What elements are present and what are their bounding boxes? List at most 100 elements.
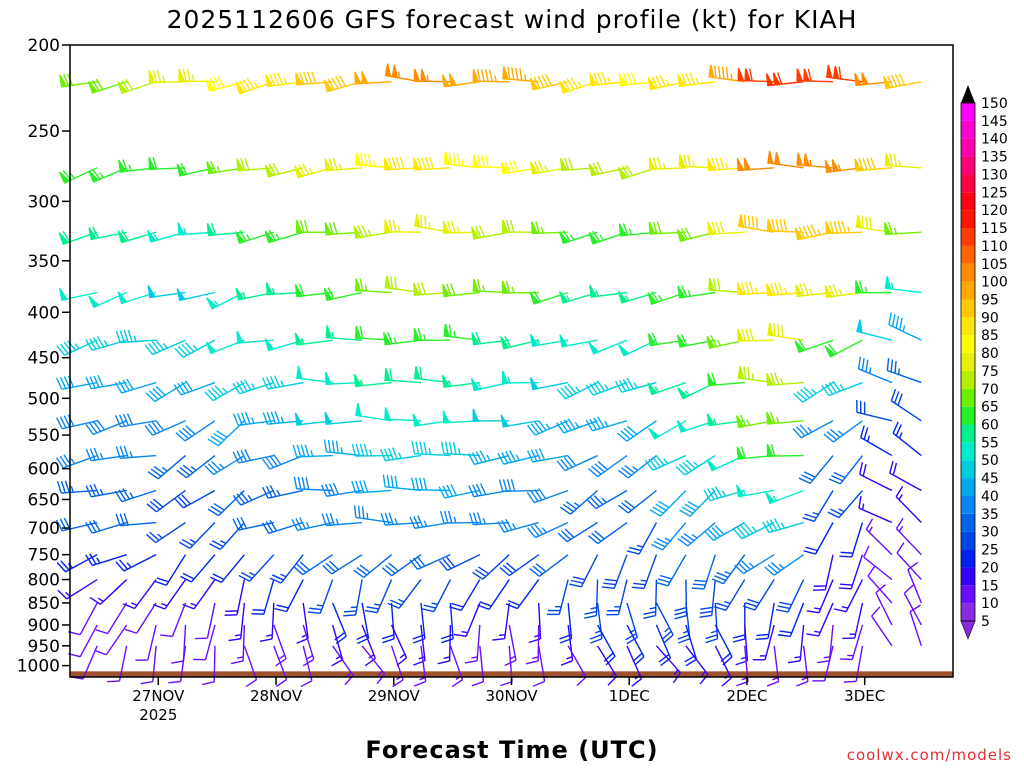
colorbar-tick-label: 90 <box>981 310 999 326</box>
barb-feather <box>210 222 217 236</box>
barb-staff <box>121 381 157 394</box>
barb-feather <box>747 215 751 229</box>
wind-barb <box>262 454 304 470</box>
barb-feather <box>903 584 914 594</box>
barb-feather <box>663 634 674 644</box>
barb-half-feather <box>632 466 639 471</box>
wind-barb <box>651 522 687 551</box>
barb-feather <box>118 380 127 393</box>
barb-feather <box>259 638 273 642</box>
barb-feather <box>589 634 602 640</box>
barb-feather <box>122 603 135 610</box>
wind-barb <box>232 379 275 395</box>
barb-feather <box>67 340 76 351</box>
barb-feather <box>446 556 456 568</box>
barb-staff <box>271 602 275 639</box>
barb-staff <box>685 624 698 660</box>
wind-barb <box>765 72 804 87</box>
barb-staff <box>385 454 422 462</box>
barb-feather <box>182 427 193 437</box>
barb-half-feather <box>807 427 813 433</box>
barb-feather <box>839 555 852 558</box>
barb-pennant <box>824 159 833 173</box>
barb-feather <box>480 154 485 168</box>
barb-staff <box>240 602 246 639</box>
barb-feather <box>366 606 379 610</box>
barb-feather <box>239 80 248 92</box>
wind-barb <box>115 329 157 344</box>
barb-half-feather <box>838 289 843 296</box>
wind-barb <box>625 602 639 645</box>
barb-pennant <box>765 73 774 87</box>
barb-half-feather <box>428 448 432 455</box>
barb-feather <box>63 517 71 530</box>
x-tick-label: 2DEC <box>726 687 767 705</box>
barb-staff <box>302 602 309 639</box>
barb-staff <box>414 452 451 457</box>
barb-feather <box>331 440 335 453</box>
barb-feather <box>242 79 251 91</box>
barb-half-feather <box>310 450 314 457</box>
barb-feather <box>85 377 92 389</box>
barb-feather <box>798 477 811 484</box>
wind-barb <box>500 645 513 687</box>
y-tick-label: 700 <box>28 519 60 539</box>
barb-feather <box>685 73 692 86</box>
barb-feather <box>828 478 841 485</box>
barb-half-feather <box>377 670 383 677</box>
barb-half-feather <box>569 234 575 241</box>
barb-half-feather <box>280 416 284 423</box>
barb-half-feather <box>458 448 461 455</box>
barb-staff <box>180 381 216 396</box>
wind-barb <box>464 624 481 664</box>
barb-feather <box>625 632 637 641</box>
barb-staff <box>179 645 187 682</box>
barb-feather <box>803 550 816 555</box>
barb-feather <box>59 455 68 467</box>
barb-feather <box>862 463 867 477</box>
barb-staff <box>267 489 304 499</box>
barb-feather <box>361 506 365 519</box>
barb-staff <box>219 522 245 550</box>
barb-half-feather <box>222 387 228 394</box>
barb-staff <box>420 602 426 639</box>
wind-barb <box>648 156 686 171</box>
barb-staff <box>238 454 274 464</box>
barb-feather <box>89 484 96 497</box>
barb-feather <box>268 163 276 176</box>
barb-feather <box>699 614 712 618</box>
barb-feather <box>770 283 776 296</box>
wind-barb <box>529 554 569 577</box>
barb-feather <box>655 75 663 88</box>
colorbar-segment <box>961 299 975 318</box>
colorbar-tick-label: 105 <box>981 257 1008 273</box>
wind-barb <box>324 221 363 236</box>
wind-barb <box>148 70 186 84</box>
barb-pennant <box>88 81 99 94</box>
barb-feather <box>802 225 810 238</box>
barb-staff <box>61 489 98 494</box>
barb-pennant <box>383 157 392 171</box>
barb-feather <box>91 79 100 92</box>
barb-feather <box>240 158 246 171</box>
barb-feather <box>570 77 579 89</box>
barb-half-feather <box>814 607 821 610</box>
wind-barb <box>647 74 687 91</box>
barb-feather <box>626 550 640 555</box>
barb-staff <box>797 79 834 83</box>
barb-staff <box>509 554 540 577</box>
barb-feather <box>643 610 656 615</box>
barb-feather <box>721 66 725 79</box>
barb-feather <box>590 497 600 508</box>
barb-feather <box>653 540 666 548</box>
barb-staff <box>385 379 422 384</box>
wind-barb <box>883 73 922 90</box>
wind-barb <box>737 328 775 342</box>
wind-barb <box>648 221 686 235</box>
y-tick-label: 650 <box>28 490 60 510</box>
barb-staff <box>738 339 775 342</box>
wind-barb <box>714 579 746 611</box>
barb-feather <box>89 596 101 605</box>
barb-feather <box>63 415 71 428</box>
